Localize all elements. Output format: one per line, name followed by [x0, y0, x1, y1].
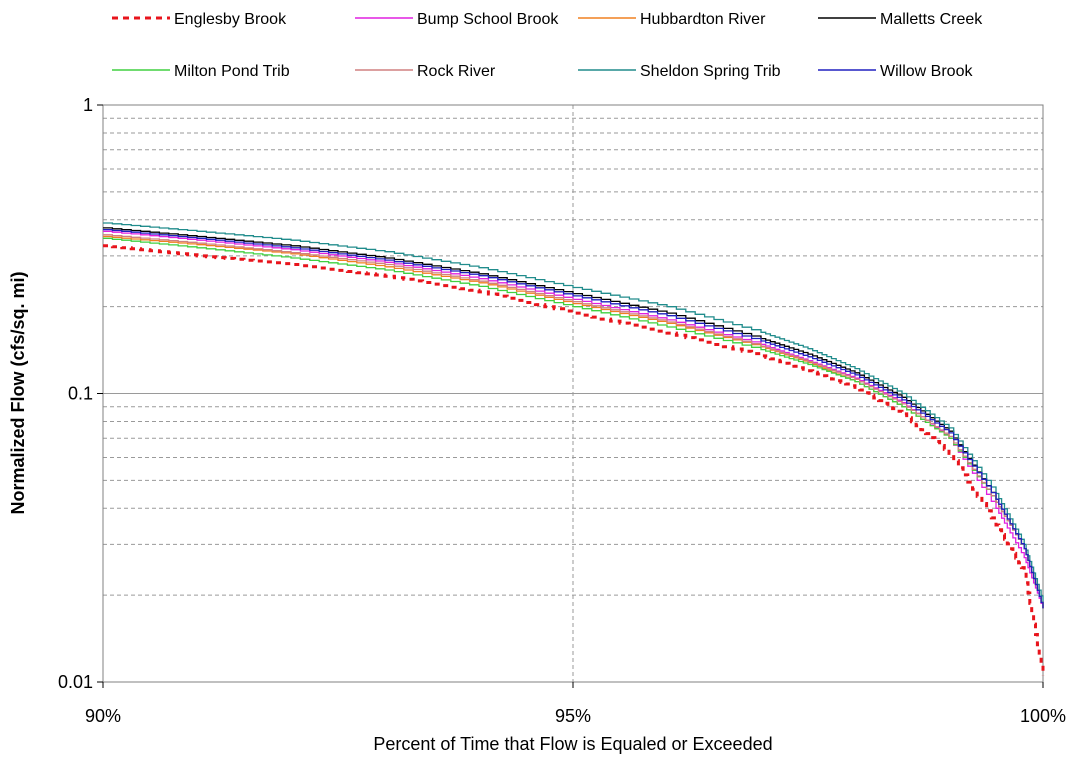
x-tick-label: 100%	[1020, 706, 1066, 726]
x-tick-label: 90%	[85, 706, 121, 726]
x-tick-label: 95%	[555, 706, 591, 726]
legend-label: Willow Brook	[880, 63, 973, 80]
legend: Englesby Brook Bump School Brook Hubbardto…	[112, 11, 983, 80]
legend-item: Malletts Creek	[818, 11, 983, 28]
y-tick-label: 1	[83, 95, 93, 115]
x-axis-title: Percent of Time that Flow is Equaled or …	[373, 734, 772, 754]
series-line-englesby-brook	[103, 244, 1045, 676]
legend-label: Englesby Brook	[174, 11, 287, 28]
legend-label: Malletts Creek	[880, 11, 983, 28]
axes: 0.01 0.1 1 90% 95% 100%	[58, 95, 1066, 726]
y-tick-label: 0.01	[58, 672, 93, 692]
legend-item: Willow Brook	[818, 63, 973, 80]
y-tick-label: 0.1	[68, 384, 93, 404]
legend-item: Rock River	[355, 63, 496, 80]
legend-label: Bump School Brook	[417, 11, 559, 28]
legend-label: Hubbardton River	[640, 11, 766, 28]
legend-label: Sheldon Spring Trib	[640, 63, 781, 80]
legend-item: Bump School Brook	[355, 11, 559, 28]
legend-label: Milton Pond Trib	[174, 63, 290, 80]
y-axis-title: Normalized Flow (cfs/sq. mi)	[8, 271, 28, 514]
legend-item: Milton Pond Trib	[112, 63, 290, 80]
legend-label: Rock River	[417, 63, 496, 80]
legend-item: Englesby Brook	[112, 11, 287, 28]
series-line-sheldon-spring-trib	[103, 222, 1044, 602]
legend-item: Hubbardton River	[578, 11, 766, 28]
legend-item: Sheldon Spring Trib	[578, 63, 781, 80]
series-layer	[103, 222, 1045, 676]
series-line-willow-brook	[103, 228, 1044, 609]
